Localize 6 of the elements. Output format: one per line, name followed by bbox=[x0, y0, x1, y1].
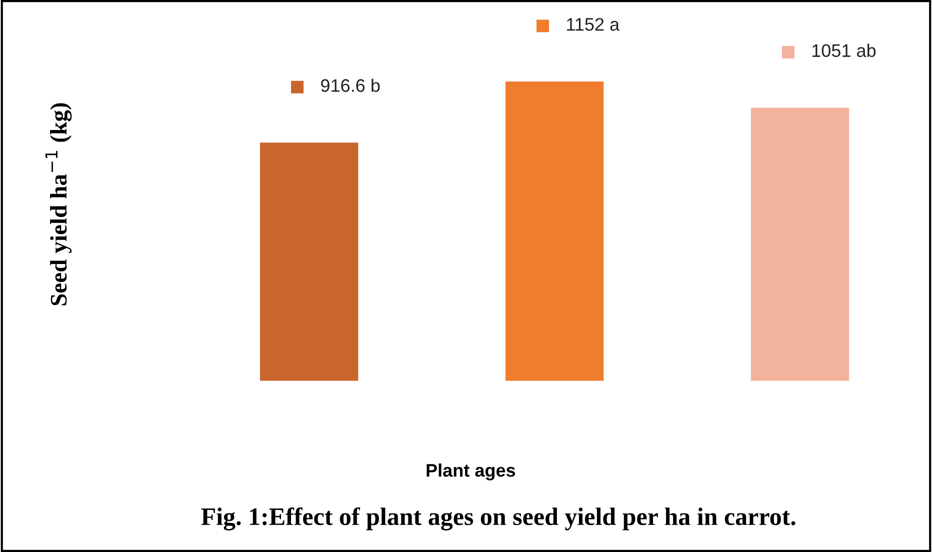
data-label: 1051 ab bbox=[812, 44, 876, 58]
text: Fig. 1:Effect of plant ages on seed yield per ha in carrot. bbox=[201, 507, 796, 530]
data-label: 916.6 b bbox=[321, 78, 380, 92]
x-axis-title: Plant ages bbox=[426, 464, 516, 480]
data-label: 1152 a bbox=[567, 18, 620, 31]
y-axis-title: Seed yield ha$^{−1}$ (kg) bbox=[45, 103, 72, 306]
